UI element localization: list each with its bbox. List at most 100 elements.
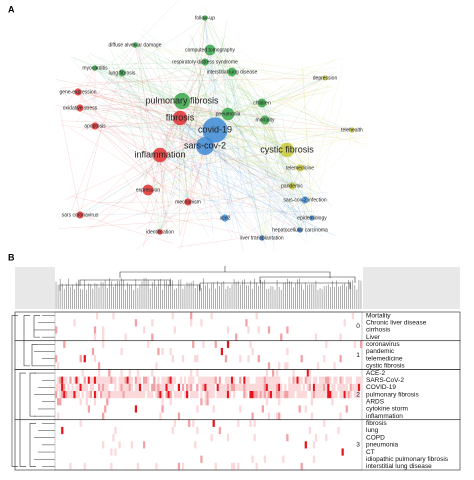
heatmap-cell <box>143 441 145 448</box>
heatmap-cell <box>325 341 327 348</box>
heatmap-cell <box>346 405 348 412</box>
heatmap-cell <box>114 427 116 434</box>
heatmap-cell <box>206 377 208 384</box>
heatmap-cell <box>256 391 258 398</box>
heatmap-cell <box>268 326 270 333</box>
heatmap-cell <box>202 384 204 391</box>
node-label: epidemiology <box>297 215 327 221</box>
heatmap-cell <box>131 441 133 448</box>
heatmap-cell <box>170 384 172 391</box>
heatmap-cell <box>211 377 213 384</box>
heatmap-cell <box>192 420 194 427</box>
heatmap-cell <box>323 355 325 362</box>
heatmap-cell <box>266 377 268 384</box>
heatmap-cell <box>206 384 208 391</box>
heatmap-cell <box>307 384 309 391</box>
heatmap-cell <box>55 326 57 333</box>
heatmap-cell <box>168 384 170 391</box>
heatmap-cell <box>172 384 174 391</box>
heatmap-cell <box>209 377 211 384</box>
heatmap-cell <box>333 377 335 384</box>
node-label: mechanism <box>175 199 201 205</box>
heatmap-cell <box>331 391 333 398</box>
heatmap-cell <box>82 391 84 398</box>
heatmap-cell <box>299 391 301 398</box>
heatmap-cell <box>339 334 341 341</box>
dendrogram-box <box>15 267 55 309</box>
heatmap-cell <box>333 391 335 398</box>
heatmap-cell <box>223 391 225 398</box>
heatmap-cell <box>196 355 198 362</box>
heatmap-cell <box>204 391 206 398</box>
heatmap-cell <box>315 391 317 398</box>
heatmap-cell <box>299 384 301 391</box>
heatmap-cell <box>123 377 125 384</box>
row-label: ACE-2 <box>366 370 386 377</box>
heatmap-cell <box>233 377 235 384</box>
row-label: Chronic liver disease <box>366 319 427 326</box>
heatmap-cell <box>94 391 96 398</box>
row-label: lung <box>366 427 379 434</box>
heatmap-cell <box>251 391 253 398</box>
heatmap-cell <box>78 391 80 398</box>
heatmap-cell <box>190 391 192 398</box>
heatmap-cell <box>135 319 137 326</box>
heatmap-cell <box>221 348 223 355</box>
heatmap-cell <box>266 391 268 398</box>
heatmap-cell <box>299 405 301 412</box>
network-edge <box>135 0 180 45</box>
heatmap-cell <box>280 384 282 391</box>
heatmap-cell <box>172 427 174 434</box>
heatmap-cell <box>235 334 237 341</box>
heatmap-cell <box>280 391 282 398</box>
heatmap-cell <box>247 355 249 362</box>
heatmap-cell <box>106 384 108 391</box>
heatmap-cell <box>227 377 229 384</box>
heatmap-cell <box>110 463 112 470</box>
heatmap-cell <box>356 377 358 384</box>
heatmap-cell <box>245 377 247 384</box>
node-label: respiratory distress syndrome <box>172 59 238 65</box>
heatmap-cell <box>256 463 258 470</box>
heatmap-cell <box>219 427 221 434</box>
heatmap-cell <box>149 391 151 398</box>
node-label: telemedicine <box>286 165 314 171</box>
heatmap-cell <box>157 384 159 391</box>
heatmap-cell <box>174 377 176 384</box>
heatmap-cell <box>278 384 280 391</box>
heatmap-cell <box>84 355 86 362</box>
heatmap-cell <box>278 377 280 384</box>
heatmap-cell <box>243 391 245 398</box>
heatmap-cell <box>168 377 170 384</box>
heatmap-cell <box>254 420 256 427</box>
heatmap-cell <box>78 384 80 391</box>
heatmap-cell <box>112 434 114 441</box>
heatmap-cell <box>147 384 149 391</box>
heatmap-cell <box>217 391 219 398</box>
heatmap-cell <box>213 405 215 412</box>
heatmap-cell <box>278 398 280 405</box>
panel-label: B <box>8 252 15 262</box>
heatmap-cell <box>141 391 143 398</box>
heatmap-cell <box>268 377 270 384</box>
heatmap-cell <box>67 384 69 391</box>
heatmap-cell <box>245 319 247 326</box>
heatmap-cell <box>297 391 299 398</box>
heatmap-cell <box>184 377 186 384</box>
heatmap-cell <box>100 377 102 384</box>
heatmap-cell <box>55 355 57 362</box>
heatmap-cell <box>319 384 321 391</box>
heatmap-cell <box>151 391 153 398</box>
heatmap-cell <box>239 377 241 384</box>
heatmap-cell <box>206 398 208 405</box>
row-label: Mortality <box>366 312 391 319</box>
heatmap-cell <box>315 377 317 384</box>
heatmap-cell <box>104 377 106 384</box>
heatmap-cell <box>213 384 215 391</box>
heatmap-cell <box>80 355 82 362</box>
heatmap-cell <box>313 441 315 448</box>
heatmap-cell <box>292 369 294 376</box>
cluster-label: 0 <box>356 323 360 330</box>
